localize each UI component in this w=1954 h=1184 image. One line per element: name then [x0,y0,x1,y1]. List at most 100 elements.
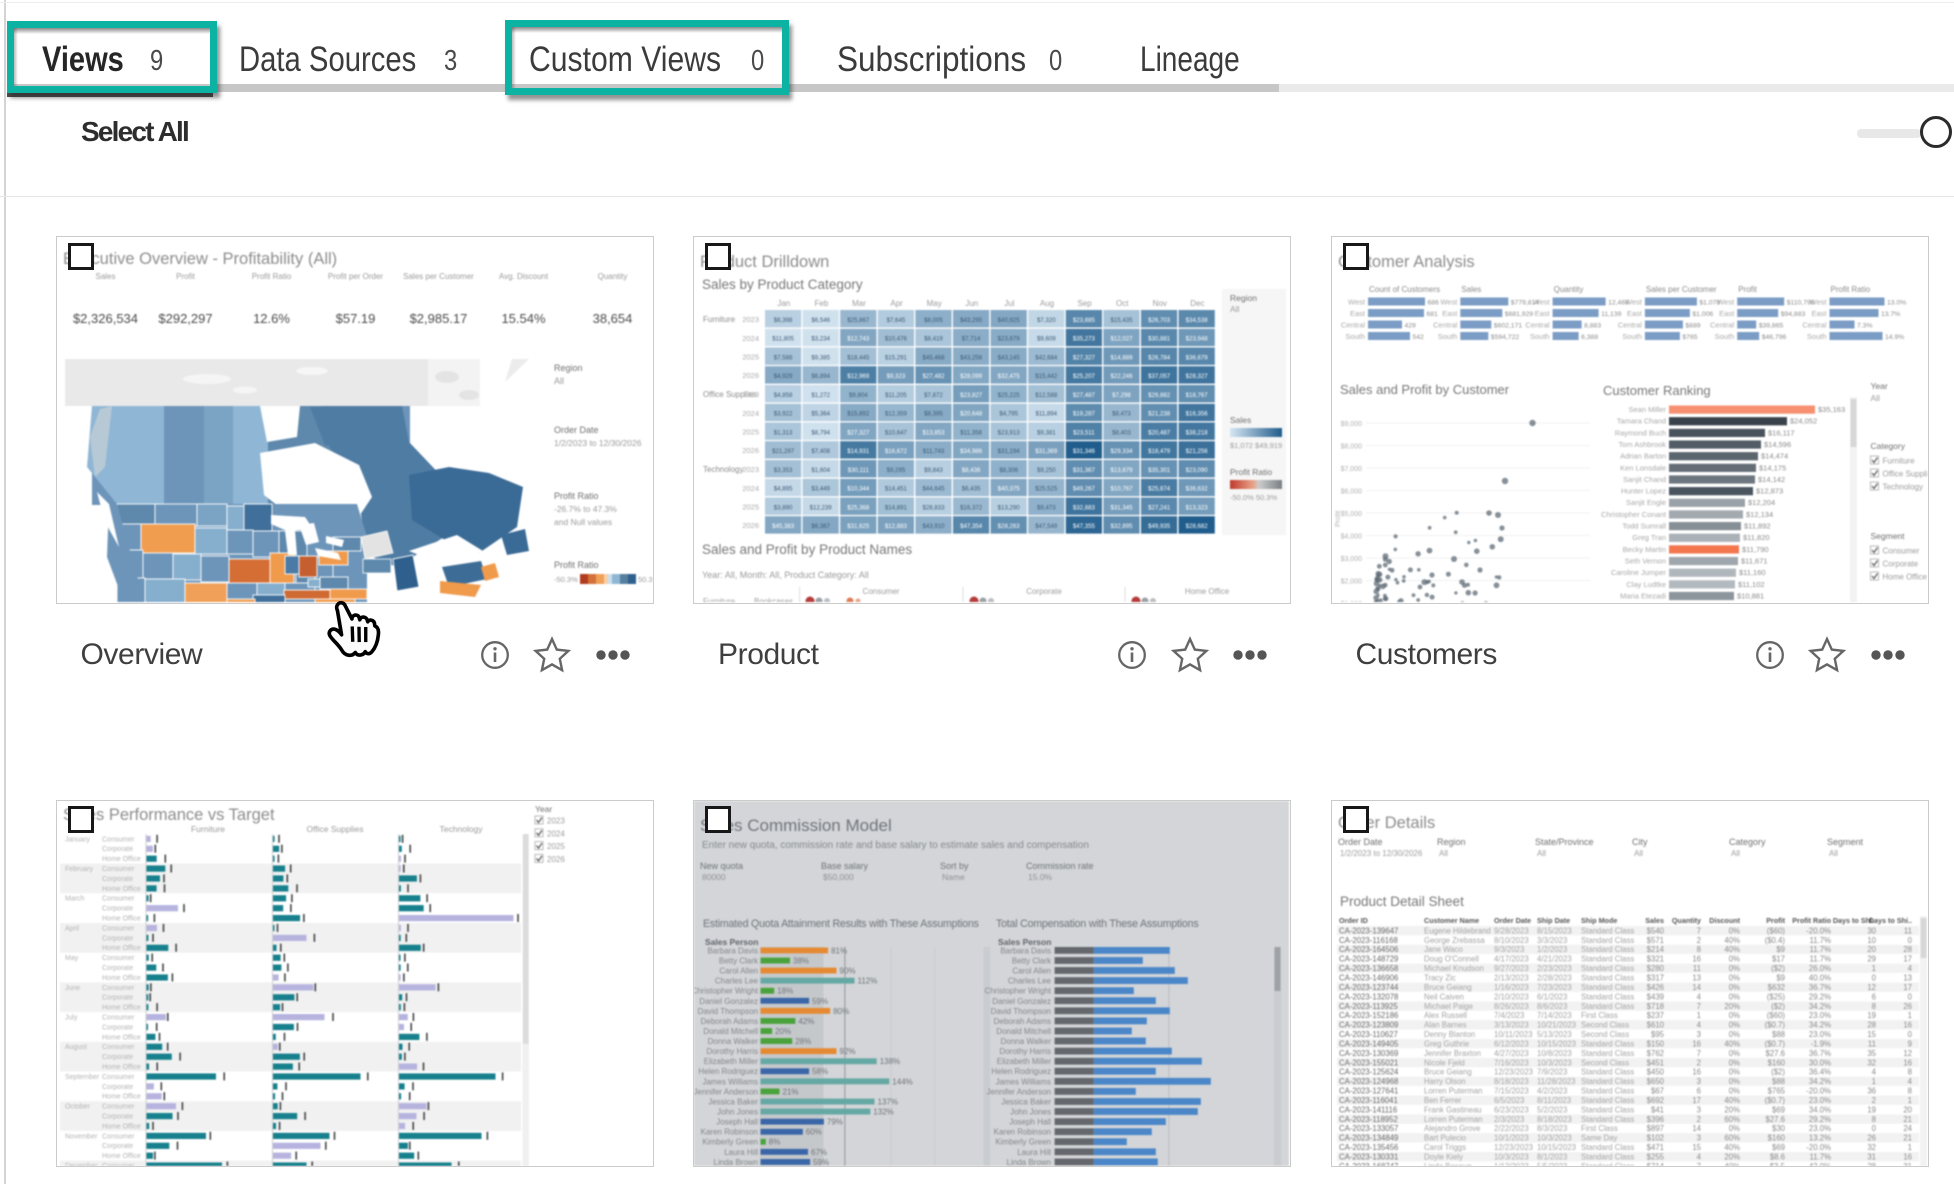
svg-text:0%: 0% [1728,1086,1739,1095]
svg-text:0%: 0% [1728,1058,1739,1067]
svg-text:$23,511: $23,511 [1073,429,1095,436]
svg-text:40%: 40% [1724,1161,1740,1165]
svg-text:2023: 2023 [742,465,759,474]
svg-text:Second Class: Second Class [1581,1030,1629,1039]
svg-text:$1,078: $1,078 [1699,300,1720,307]
svg-text:681: 681 [1426,311,1438,318]
svg-text:Adrian Barton: Adrian Barton [1620,452,1666,461]
svg-text:$38,218: $38,218 [1186,429,1209,436]
svg-text:4: 4 [1871,1067,1876,1076]
svg-text:Sales Person: Sales Person [705,937,758,947]
svg-text:Charles Lee: Charles Lee [1008,976,1052,985]
svg-text:$17: $17 [1771,954,1784,963]
svg-text:Furniture: Furniture [703,597,736,602]
svg-text:$39,865: $39,865 [1758,323,1783,330]
svg-text:CA-2023-164506: CA-2023-164506 [1339,945,1398,954]
svg-text:36.7%: 36.7% [1808,982,1830,991]
svg-text:Technology: Technology [703,465,743,474]
svg-text:34.2%: 34.2% [1808,1077,1830,1086]
svg-text:CA-2023-113925: CA-2023-113925 [1339,1001,1398,1010]
svg-text:$43,295: $43,295 [960,317,983,324]
svg-text:1: 1 [1907,1096,1911,1105]
svg-text:15.0%: 15.0% [1028,872,1053,882]
svg-text:26: 26 [1903,1001,1912,1010]
svg-text:Standard Class: Standard Class [1581,945,1634,954]
svg-text:28: 28 [1867,1020,1876,1029]
svg-text:Sales Commission Model: Sales Commission Model [700,816,892,835]
svg-text:Sales Performance vs Target: Sales Performance vs Target [63,806,275,824]
svg-text:Donna Walker: Donna Walker [1001,1037,1052,1046]
svg-text:$31,369: $31,369 [1035,448,1058,455]
svg-text:11,139: 11,139 [1601,311,1622,318]
svg-text:10/3/2023: 10/3/2023 [1537,1058,1572,1067]
svg-text:$49,267: $49,267 [1073,486,1096,493]
svg-text:1: 1 [1907,1143,1911,1152]
svg-text:$160: $160 [1767,1058,1785,1067]
svg-text:Profit: Profit [1738,285,1757,294]
svg-text:Profit Ratio: Profit Ratio [251,272,291,281]
svg-text:40%: 40% [1724,1039,1740,1048]
svg-text:8: 8 [1907,1086,1911,1095]
svg-text:$40,925: $40,925 [998,317,1021,324]
svg-text:$6,546: $6,546 [811,317,830,324]
svg-text:$29,334: $29,334 [1110,448,1133,455]
svg-text:Consumer: Consumer [1882,547,1919,556]
svg-text:11: 11 [1903,926,1911,935]
svg-text:Becky Martin: Becky Martin [1622,545,1665,554]
svg-text:8/6/2023: 8/6/2023 [1537,1001,1567,1010]
svg-text:4: 4 [1696,1020,1701,1029]
svg-text:Standard Class: Standard Class [1581,935,1634,944]
svg-text:$9,385: $9,385 [811,354,830,361]
svg-text:4/17/2023: 4/17/2023 [1494,954,1529,963]
svg-text:2/3/2023: 2/3/2023 [1494,1114,1524,1123]
svg-text:($0.7): ($0.7) [1764,1020,1785,1029]
svg-text:Home Office: Home Office [1882,573,1927,582]
svg-text:$9,323: $9,323 [887,373,906,380]
svg-text:$9,250: $9,250 [1037,467,1056,474]
svg-text:30: 30 [1867,926,1876,935]
svg-text:Second Class: Second Class [1581,1020,1629,1029]
svg-text:$650: $650 [1646,1077,1664,1086]
svg-text:$571: $571 [1646,935,1663,944]
svg-text:$28,099: $28,099 [960,373,983,380]
svg-text:28%: 28% [795,1037,811,1046]
svg-text:Central: Central [1710,321,1735,330]
svg-text:All: All [1829,849,1838,858]
svg-text:$32,475: $32,475 [998,373,1021,380]
svg-text:23.0%: 23.0% [1808,1124,1830,1133]
svg-text:$26,784: $26,784 [1148,354,1171,361]
svg-text:$21,297: $21,297 [772,448,795,455]
svg-text:8: 8 [1871,1001,1875,1010]
svg-text:Central: Central [1525,321,1550,330]
svg-text:South: South [1529,332,1549,341]
svg-text:Corporate: Corporate [102,965,133,972]
svg-text:26.0%: 26.0% [1808,964,1830,973]
svg-text:12,466: 12,466 [1608,300,1629,307]
svg-text:Count of Customers: Count of Customers [1369,285,1440,294]
svg-text:CA-2023-124968: CA-2023-124968 [1339,1077,1398,1086]
svg-text:2/28/2023: 2/28/2023 [1537,973,1572,982]
svg-text:CA-2023-134849: CA-2023-134849 [1339,1133,1398,1142]
svg-text:Consumer: Consumer [102,955,135,962]
svg-text:Standard Class: Standard Class [1581,1039,1634,1048]
svg-text:West: West [1717,298,1735,307]
svg-text:20%: 20% [775,1027,791,1036]
svg-text:Barbara Davis: Barbara Davis [1000,946,1051,955]
svg-text:$11,160: $11,160 [1739,568,1766,577]
svg-text:West: West [1809,298,1827,307]
svg-text:Corporate: Corporate [102,1113,133,1120]
svg-text:Sanjit Chand: Sanjit Chand [1623,475,1666,484]
svg-text:$45,468: $45,468 [922,354,945,361]
svg-text:Executive Overview - Profitabi: Executive Overview - Profitability (All) [63,250,337,268]
svg-text:$14,175: $14,175 [1759,463,1786,472]
svg-text:Furniture: Furniture [190,824,224,834]
svg-text:29: 29 [1867,954,1876,963]
svg-text:and Null values: and Null values [554,517,612,527]
svg-text:1: 1 [1907,1011,1911,1020]
svg-text:$102: $102 [1646,1133,1663,1142]
svg-text:0%: 0% [1728,992,1739,1001]
svg-text:Sales and Profit by Customer: Sales and Profit by Customer [1340,382,1510,397]
svg-text:Standard Class: Standard Class [1581,1067,1634,1076]
svg-text:13: 13 [1692,973,1701,982]
svg-text:Technology: Technology [1882,483,1922,492]
